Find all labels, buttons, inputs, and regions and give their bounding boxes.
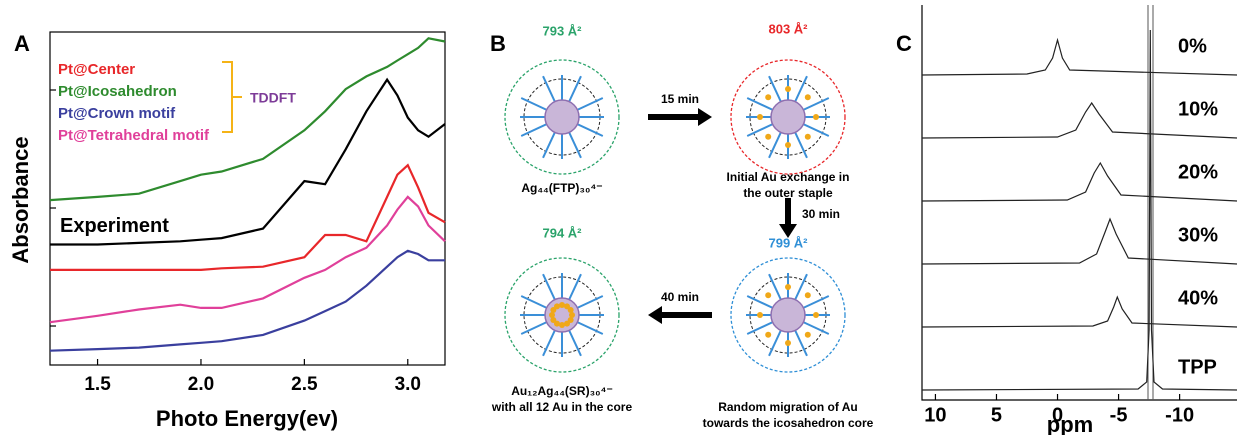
legend-entry: Pt@Tetrahedral motif bbox=[58, 127, 210, 144]
annotation: TDDFT bbox=[250, 90, 296, 106]
gold-atom bbox=[568, 307, 574, 313]
x-tick-label: -5 bbox=[1110, 404, 1128, 426]
trace-label: 0% bbox=[1178, 35, 1207, 57]
gold-atom bbox=[757, 312, 763, 318]
legend-entry: Pt@Crown motif bbox=[58, 105, 176, 122]
gold-atom bbox=[785, 142, 791, 148]
gold-atom bbox=[805, 292, 811, 298]
x-tick-label: 3.0 bbox=[395, 374, 421, 395]
gold-atom bbox=[805, 94, 811, 100]
gold-atom bbox=[765, 134, 771, 140]
caption: towards the icosahedron core bbox=[703, 416, 874, 430]
panel-label: A bbox=[14, 31, 30, 56]
arrow-label: 30 min bbox=[802, 207, 840, 221]
legend-entry: Pt@Icosahedron bbox=[58, 83, 177, 100]
core bbox=[545, 100, 579, 134]
area-label: 794 Å² bbox=[542, 225, 582, 240]
arrow-label: 40 min bbox=[661, 290, 699, 304]
x-tick-label: 10 bbox=[924, 404, 946, 426]
x-tick-label: 2.5 bbox=[291, 374, 318, 395]
trace-label: 10% bbox=[1178, 98, 1218, 120]
gold-atom bbox=[785, 340, 791, 346]
x-tick-label: 0 bbox=[1052, 404, 1063, 426]
gold-atom bbox=[765, 292, 771, 298]
cluster bbox=[731, 60, 845, 174]
area-label: 803 Å² bbox=[768, 21, 808, 36]
legend-entry: Pt@Center bbox=[58, 61, 135, 78]
core bbox=[771, 100, 805, 134]
caption: Random migration of Au bbox=[718, 400, 858, 414]
cluster bbox=[731, 258, 845, 372]
arrow bbox=[779, 198, 797, 238]
caption: Initial Au exchange in bbox=[727, 170, 850, 184]
trace-label: TPP bbox=[1178, 356, 1217, 378]
arrow bbox=[648, 108, 712, 126]
x-axis-label: Photo Energy(ev) bbox=[156, 406, 338, 431]
x-tick-label: -10 bbox=[1165, 404, 1194, 426]
caption: with all 12 Au in the core bbox=[491, 400, 633, 414]
caption: Au₁₂Ag₄₄(SR)₃₀⁴⁻ bbox=[511, 384, 613, 398]
gold-atom bbox=[765, 94, 771, 100]
page: A Photo Energy(ev) Absorbance TDDFT B 79… bbox=[0, 0, 1239, 435]
x-tick-label: 1.5 bbox=[84, 374, 111, 395]
series-line bbox=[50, 251, 445, 351]
core bbox=[771, 298, 805, 332]
caption: Ag₄₄(FTP)₃₀⁴⁻ bbox=[521, 181, 602, 195]
gold-atom bbox=[813, 114, 819, 120]
arrow bbox=[648, 306, 712, 324]
gold-atom bbox=[805, 134, 811, 140]
arrow-label: 15 min bbox=[661, 92, 699, 106]
trace-label: 20% bbox=[1178, 161, 1218, 183]
panel-label: C bbox=[896, 31, 912, 56]
gold-atom bbox=[785, 86, 791, 92]
trace-label: 30% bbox=[1178, 224, 1218, 246]
area-label: 793 Å² bbox=[542, 23, 582, 38]
gold-atom bbox=[785, 284, 791, 290]
x-tick-label: 5 bbox=[991, 404, 1002, 426]
area-label: 799 Å² bbox=[768, 235, 808, 250]
y-ticks bbox=[50, 90, 56, 326]
figure: A Photo Energy(ev) Absorbance TDDFT B 79… bbox=[0, 0, 1239, 435]
bracket bbox=[222, 62, 242, 132]
gold-atom bbox=[813, 312, 819, 318]
trace-label: 40% bbox=[1178, 287, 1218, 309]
series-label: Experiment bbox=[60, 215, 169, 237]
cluster bbox=[505, 258, 619, 372]
cluster bbox=[505, 60, 619, 174]
gold-atom bbox=[757, 114, 763, 120]
axis-frame bbox=[922, 5, 1237, 400]
y-axis-label: Absorbance bbox=[8, 136, 33, 263]
panel-label: B bbox=[490, 31, 506, 56]
gold-atom bbox=[765, 332, 771, 338]
gold-atom bbox=[805, 332, 811, 338]
spectrum bbox=[922, 30, 1237, 390]
x-tick-label: 2.0 bbox=[188, 374, 214, 395]
